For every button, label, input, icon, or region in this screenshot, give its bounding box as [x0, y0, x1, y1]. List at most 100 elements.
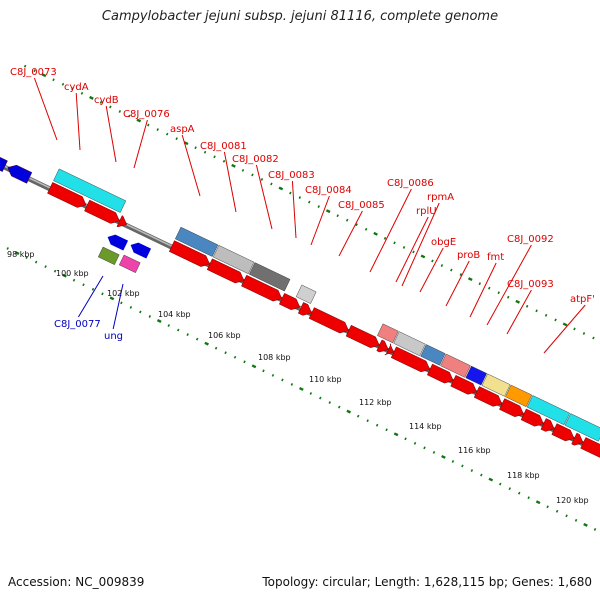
upper-tick-mark [364, 227, 368, 231]
upper-tick-mark [383, 236, 387, 240]
lower-tick-mark [195, 337, 199, 341]
upper-tick-mark [278, 186, 284, 191]
upper-tick-mark [260, 178, 264, 181]
forward-gene-arrow [308, 307, 349, 334]
forward-gene-arrow-shape [308, 307, 349, 334]
forward-gene-arrow [47, 182, 87, 208]
upper-tick-mark [33, 69, 36, 73]
lower-tick-mark [214, 346, 218, 350]
lower-tick-mark [290, 383, 294, 386]
reverse-gene-arrow-shape [130, 242, 152, 259]
upper-tick-mark [488, 286, 491, 290]
upper-tick-mark [80, 91, 84, 95]
forward-gene-leader [255, 164, 273, 230]
forward-gene-arrow-shape [580, 437, 600, 465]
upper-tick-mark [99, 100, 103, 104]
forward-gene-label: C8J_0085 [338, 200, 385, 211]
gene-block [420, 344, 446, 366]
upper-tick-mark [412, 250, 415, 254]
gene-block-c8j0077-shape [97, 246, 120, 265]
upper-tick-mark [289, 191, 292, 195]
upper-tick-mark [525, 304, 529, 308]
lower-tick-mark [243, 360, 246, 364]
lower-tick-mark [404, 437, 407, 441]
gene-block-shape [377, 323, 399, 344]
forward-gene-label: aspA [170, 124, 195, 135]
upper-tick-mark [573, 327, 576, 331]
gene-block-shape [53, 168, 127, 213]
upper-tick-track [23, 64, 595, 340]
upper-tick-mark [506, 295, 510, 299]
upper-tick-mark [431, 259, 434, 263]
forward-gene-label: proB [457, 250, 480, 261]
genome-title: Campylobacter jejuni subsp. jejuni 81116… [101, 9, 499, 24]
upper-tick-mark [562, 322, 568, 327]
upper-tick-mark [23, 64, 27, 68]
lower-tick-mark [25, 256, 28, 259]
lower-tick-mark [91, 287, 95, 291]
lower-tick-mark [366, 419, 369, 423]
gene-block [505, 384, 533, 407]
gene-block-ung-shape [118, 254, 141, 273]
lower-tick-mark [156, 319, 162, 323]
lower-tick-mark [14, 251, 20, 255]
forward-gene-arrow [551, 423, 575, 442]
gene-block [212, 244, 255, 275]
lower-tick-mark [499, 482, 502, 486]
forward-gene-label: C8J_0073 [10, 67, 57, 78]
forward-gene-label: rpmA [427, 192, 454, 203]
forward-gene-arrow [384, 343, 395, 356]
forward-gene-arrow-shape [551, 423, 575, 442]
scale-label: 100 kbp [56, 269, 89, 278]
gene-block [377, 323, 399, 344]
forward-gene-arrow-shape [116, 215, 128, 228]
forward-gene-leader [401, 202, 440, 287]
lower-tick-mark [62, 273, 67, 278]
gene-block [440, 353, 471, 378]
forward-gene-arrow-shape [540, 418, 555, 432]
forward-gene-arrow-shape [168, 240, 210, 267]
upper-tick-mark [251, 173, 254, 177]
upper-tick-mark [175, 137, 178, 141]
upper-tick-mark [467, 277, 473, 282]
lower-tick-mark [385, 428, 388, 432]
lower-tick-mark [423, 446, 426, 450]
lower-tick-mark [461, 464, 464, 468]
upper-tick-mark [554, 318, 557, 322]
gene-block-shape [212, 244, 255, 275]
upper-tick-mark [118, 110, 122, 113]
lower-tick-mark [6, 247, 9, 250]
upper-tick-mark [222, 159, 226, 163]
scale-label: 102 kbp [107, 289, 140, 298]
gene-block [481, 373, 511, 397]
lower-tick-mark [356, 414, 360, 418]
lower-tick-mark [328, 401, 332, 404]
upper-tick-mark [582, 332, 586, 335]
lower-tick-mark [109, 296, 115, 301]
lower-tick-mark [546, 505, 549, 509]
reverse-gene-leader [112, 283, 124, 330]
upper-tick-mark [61, 82, 65, 86]
forward-gene-arrow-shape [345, 324, 380, 348]
upper-tick-mark [213, 155, 216, 159]
upper-tick-mark [165, 132, 169, 136]
forward-gene-label: obgE [431, 237, 456, 248]
forward-gene-label: C8J_0084 [305, 185, 352, 196]
upper-tick-mark [515, 299, 520, 304]
forward-gene-arrow-shape [426, 363, 454, 384]
forward-gene-arrow [499, 398, 524, 417]
scale-label: 114 kbp [409, 422, 442, 431]
upper-tick-mark [459, 273, 463, 277]
lower-tick-mark [186, 333, 189, 337]
upper-tick-mark [355, 223, 358, 227]
upper-tick-mark [535, 309, 538, 313]
forward-gene-label: C8J_0083 [268, 170, 315, 181]
forward-gene-arrow [168, 240, 210, 267]
lower-tick-mark [44, 265, 47, 269]
lower-tick-mark [53, 269, 57, 273]
lower-tick-mark [346, 409, 352, 414]
forward-gene-label: C8J_0081 [200, 141, 247, 152]
lower-tick-mark [82, 283, 85, 287]
forward-gene-label: C8J_0093 [507, 279, 554, 290]
